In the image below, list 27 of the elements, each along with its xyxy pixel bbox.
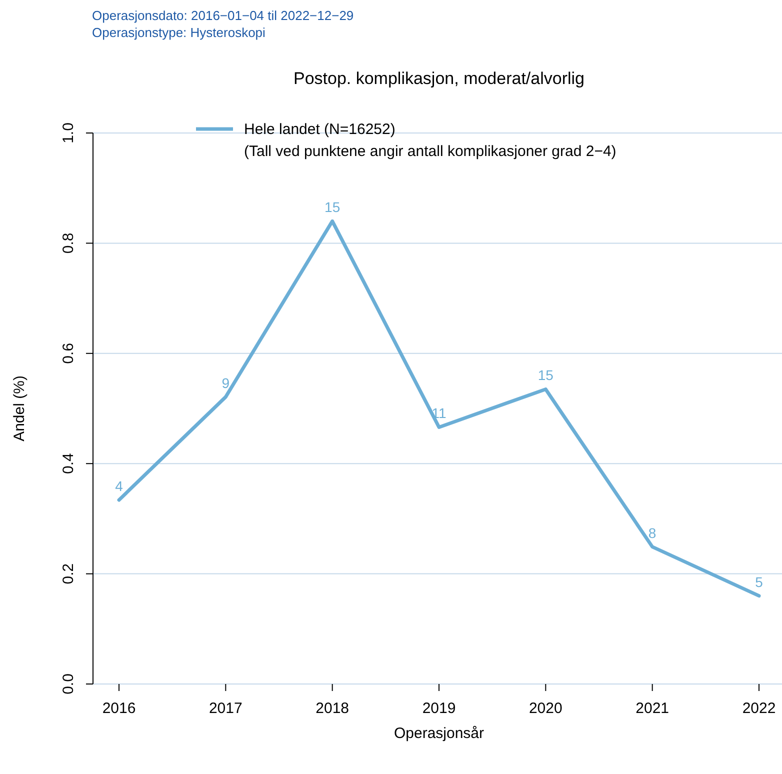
y-tick-label: 0.8: [60, 232, 77, 254]
y-tick-label: 0.4: [60, 453, 77, 474]
y-tick-label: 0.0: [60, 674, 77, 694]
text: Operasjonsdato: 2016−01−04 til 2022−12−29: [92, 8, 354, 23]
y-tick-label: 0.2: [60, 563, 77, 584]
x-tick-label: 2018: [316, 700, 350, 717]
annotation: 4: [115, 478, 124, 494]
annotation: 15: [324, 199, 340, 216]
y-axis-title: Andel (%): [11, 376, 28, 442]
x-tick-label: 2017: [208, 700, 242, 717]
text: Operasjonstype: Hysteroskopi: [92, 25, 266, 40]
x-tick-label: 2019: [422, 700, 456, 717]
x-tick-label: 2022: [742, 700, 776, 717]
x-tick-label: 2016: [102, 700, 136, 717]
x-tick-label: 2020: [528, 700, 562, 717]
annotation: 15: [538, 367, 554, 384]
annotation: (Tall ved punktene angir antall komplikasjoner grad 2−4): [244, 143, 616, 160]
x-axis-title: Operasjonsår: [394, 725, 484, 742]
annotation: 5: [755, 574, 764, 590]
y-tick-label: 0.6: [60, 342, 77, 364]
y-tick-label: 1.0: [60, 122, 77, 144]
line-series: [117, 219, 761, 598]
chart-title: Postop. komplikasjon, moderat/alvorlig: [293, 69, 585, 88]
x-tick-label: 2021: [636, 700, 670, 717]
annotation: 8: [648, 524, 656, 541]
legend-label: Hele landet (N=16252): [244, 121, 396, 138]
annotation: 9: [222, 374, 230, 391]
